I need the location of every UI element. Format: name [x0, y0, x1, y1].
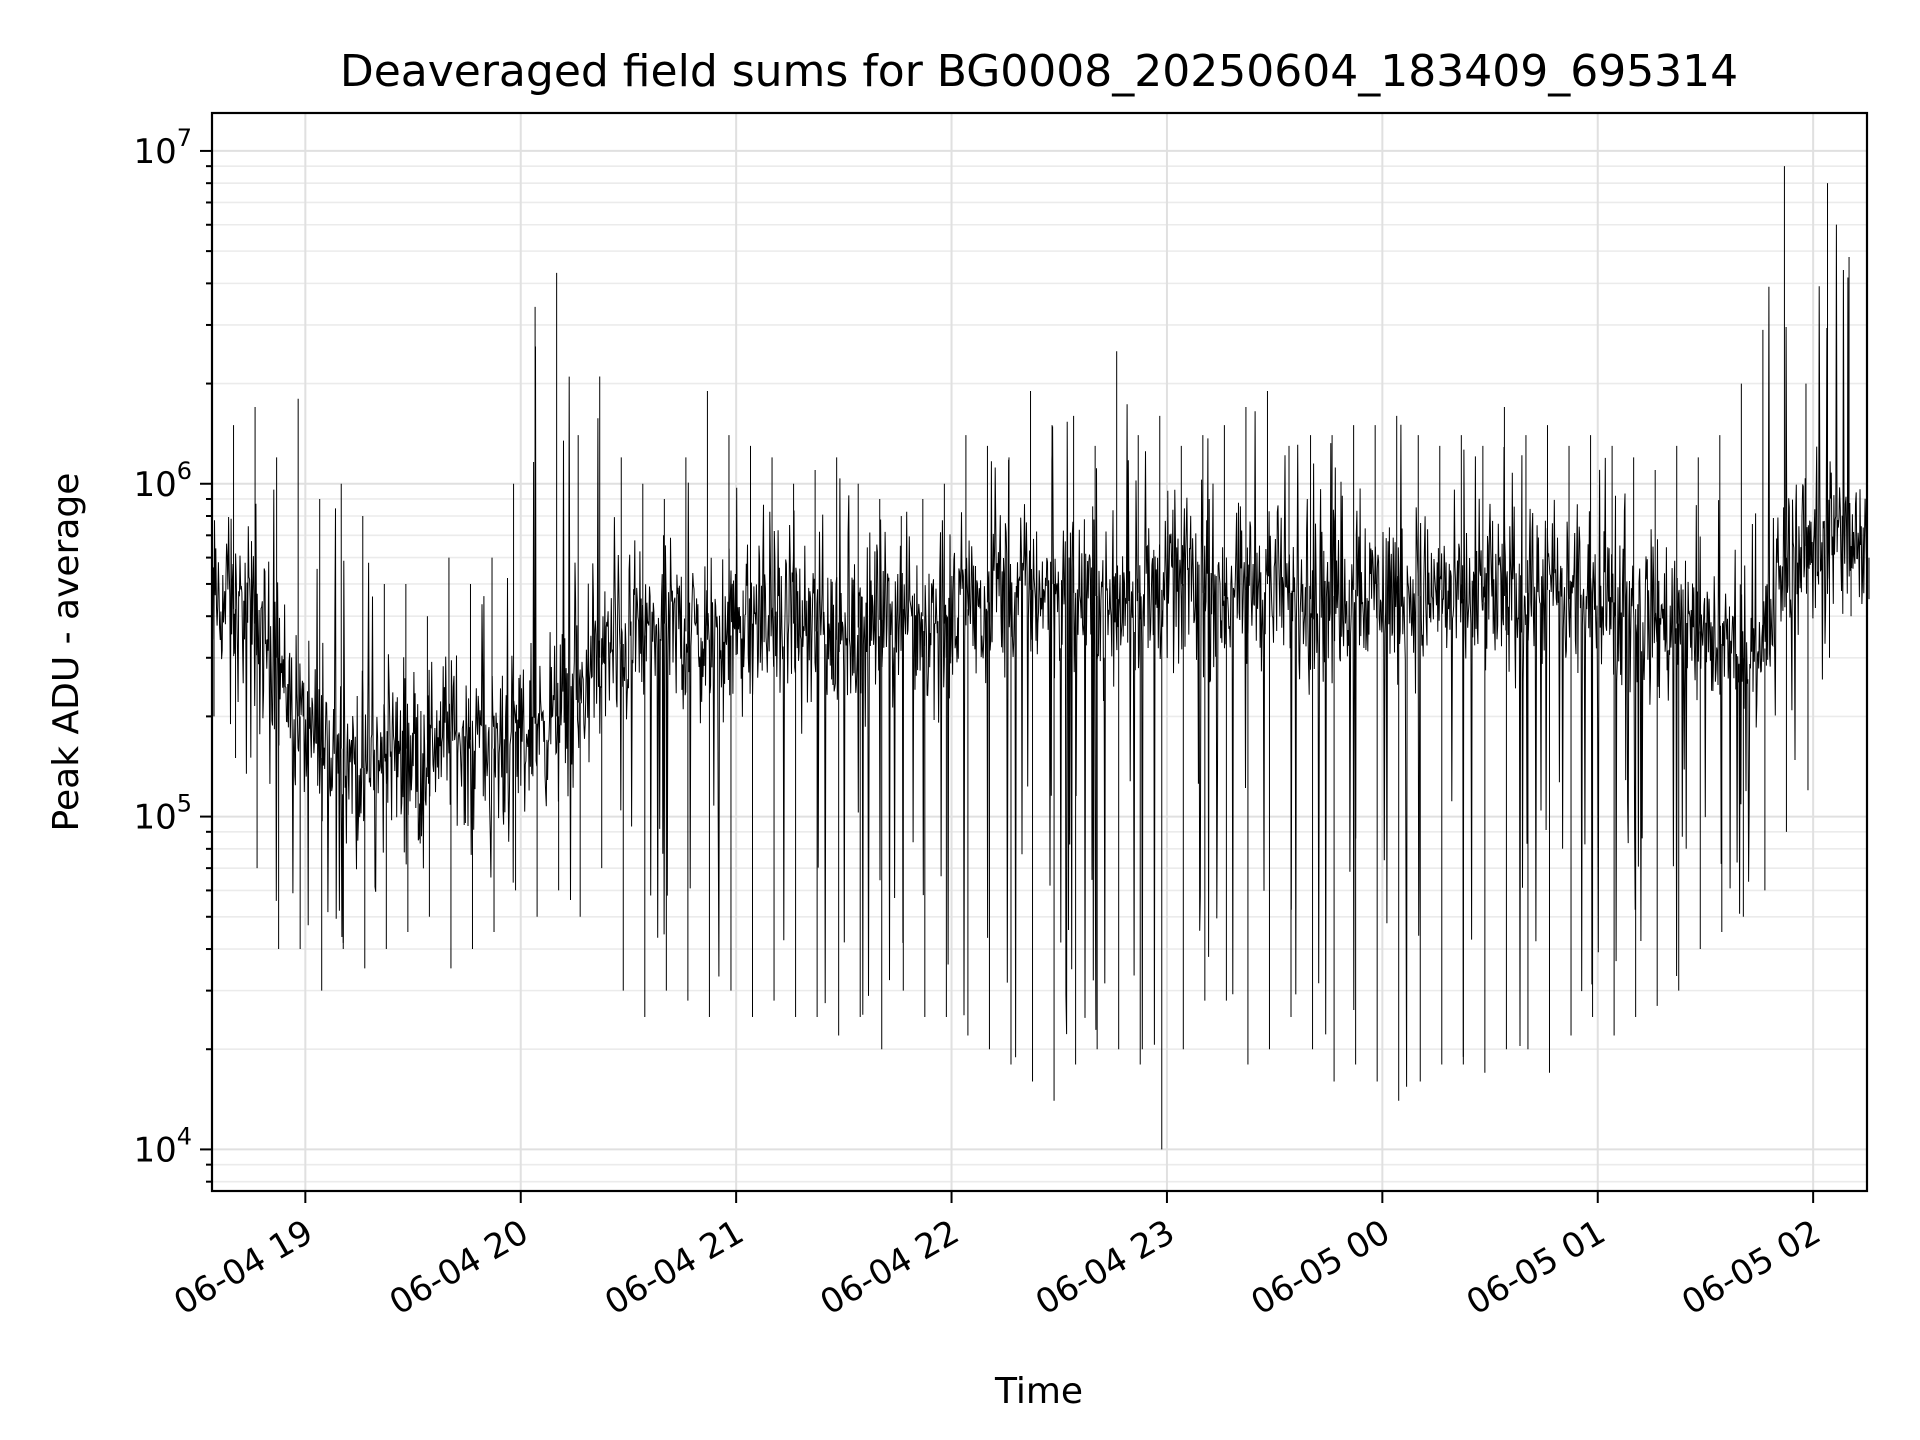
y-tick-label: 106 — [133, 457, 192, 505]
x-tick-label: 06-04 19 — [167, 1212, 319, 1323]
x-tick-label: 06-05 01 — [1460, 1212, 1612, 1323]
series-layer — [211, 166, 1870, 1150]
x-axis-label: Time — [994, 1371, 1083, 1412]
x-tick-label: 06-05 00 — [1244, 1212, 1396, 1323]
x-tick-label: 06-04 21 — [598, 1212, 750, 1323]
y-tick-label: 104 — [133, 1122, 192, 1170]
y-tick-label: 105 — [133, 790, 192, 838]
plot-frame — [210, 111, 1869, 1193]
x-tick-label: 06-04 23 — [1029, 1212, 1181, 1323]
x-tick-label: 06-04 20 — [383, 1212, 535, 1323]
ticks: 104 105 106 107 06-04 19 06-04 20 06-04 21 06-0… — [133, 124, 1827, 1323]
y-tick-label: 107 — [133, 124, 192, 172]
chart-title: Deaveraged field sums for BG0008_2025060… — [340, 46, 1738, 97]
series-line — [211, 224, 1868, 1087]
x-tick-label: 06-05 02 — [1675, 1212, 1827, 1323]
x-tick-label: 06-04 22 — [814, 1212, 966, 1323]
y-axis-label: Peak ADU - average — [46, 473, 87, 832]
